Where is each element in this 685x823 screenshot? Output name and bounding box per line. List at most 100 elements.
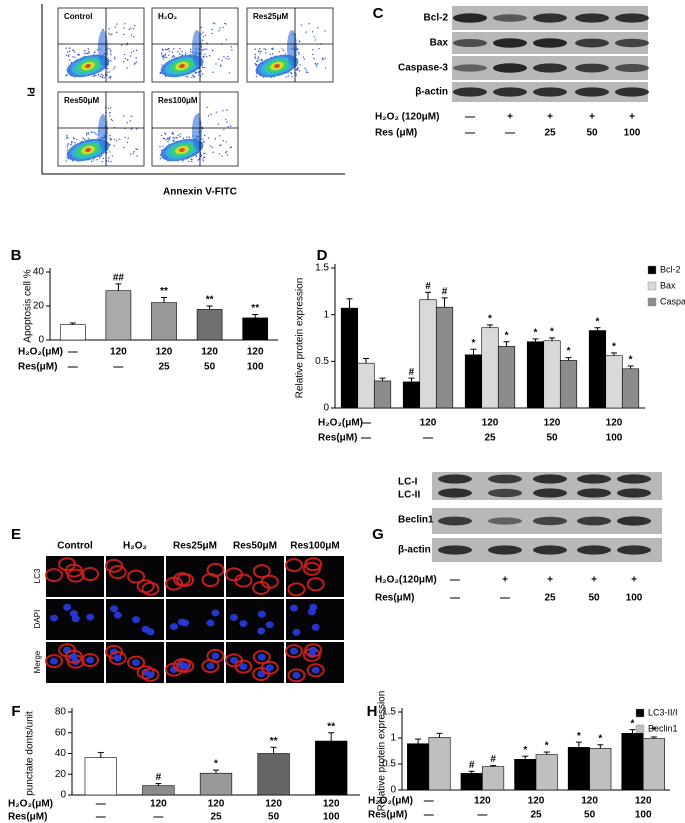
flow-dot (206, 106, 208, 108)
flow-dot (225, 23, 227, 25)
row-value: 25 (484, 433, 496, 444)
flow-dot (166, 48, 168, 51)
flow-density (179, 63, 185, 69)
cell (141, 581, 160, 596)
flow-dot (179, 133, 181, 135)
legend-label: Beclin1 (648, 723, 678, 733)
blot-band (577, 474, 611, 484)
flow-cloud (159, 106, 233, 163)
blot-band (615, 13, 649, 23)
flow-dot (313, 57, 315, 60)
flow-dot (225, 141, 227, 143)
flow-dot (212, 151, 214, 154)
flow-dot (127, 137, 129, 139)
micro-image (106, 556, 164, 597)
flow-dot (106, 67, 108, 70)
flow-dot (130, 153, 132, 156)
flow-dot (74, 56, 76, 59)
significance: ** (160, 286, 168, 297)
flow-dot (225, 151, 228, 153)
flow-dot (230, 146, 233, 148)
significance: * (534, 328, 538, 339)
blot-band (488, 488, 522, 498)
significance: * (472, 338, 476, 349)
flow-dot (69, 144, 72, 146)
nucleus (257, 653, 266, 661)
flow-dot (85, 52, 87, 54)
flow-dot (114, 56, 116, 58)
row-label: H₂O₂(μM) (18, 347, 63, 358)
flow-dot (217, 123, 220, 125)
nucleus (50, 614, 59, 622)
flow-dot (177, 51, 179, 53)
flow-dot (169, 139, 171, 141)
flow-dot (65, 135, 68, 137)
y-tick-label: 60 (55, 727, 67, 738)
flow-dot (188, 136, 191, 138)
nucleus (239, 663, 248, 671)
bar (435, 306, 454, 409)
nucleus (311, 623, 320, 631)
flow-dot (126, 141, 129, 144)
significance: # (490, 754, 496, 765)
flow-dot (201, 73, 204, 75)
flow-dot (92, 75, 94, 78)
error-bar (532, 338, 539, 342)
nucleus (181, 662, 190, 670)
cell (234, 659, 253, 674)
flow-dot (130, 115, 133, 117)
flow-dot (225, 39, 228, 41)
flow-dot (227, 126, 229, 128)
nucleus (206, 662, 215, 670)
flow-dot (67, 136, 69, 139)
row-label: Res(μM) (18, 362, 57, 373)
flow-dot (191, 76, 193, 79)
flow-dot (161, 54, 163, 56)
y-tick-label: 1.5 (382, 707, 396, 718)
flow-dot (130, 55, 132, 57)
blot-band (617, 474, 651, 484)
band-label: β-actin (415, 87, 448, 98)
significance: ** (206, 295, 214, 306)
nucleus (113, 611, 122, 619)
flow-dot (313, 36, 316, 38)
row-value: 25 (210, 812, 222, 823)
nucleus (113, 654, 122, 662)
flow-dot (298, 53, 300, 55)
nucleus (69, 610, 78, 618)
flow-dot (229, 147, 231, 149)
flow-dot (295, 74, 297, 77)
flow-dot (197, 74, 200, 76)
flow-dot (133, 150, 135, 153)
flow-dot (132, 50, 135, 52)
cell (252, 650, 271, 665)
flow-dot (115, 140, 118, 142)
flow-dot (114, 66, 116, 68)
row-value: — (361, 433, 371, 444)
blot-band (453, 64, 487, 72)
flow-dot (222, 110, 224, 112)
row-value: — (423, 433, 433, 444)
flow-dot (176, 137, 178, 139)
band-label: Bax (430, 38, 449, 49)
error-bar (441, 297, 448, 308)
row-value: 120 (581, 796, 598, 807)
bar (514, 759, 537, 791)
flow-dot (226, 109, 228, 111)
error-bar (270, 746, 277, 754)
flow-dot (98, 157, 101, 159)
flow-dot (108, 157, 110, 159)
band-label: Caspase-3 (398, 63, 448, 74)
flow-dot (116, 23, 118, 25)
y-axis-label: punctate donts/unit (25, 711, 36, 796)
flow-dot (100, 75, 102, 78)
flow-dot (66, 51, 69, 53)
flow-dot (106, 74, 108, 76)
significance: * (214, 759, 218, 770)
flow-dot (88, 50, 90, 53)
flow-dot (159, 72, 162, 74)
flow-dot (126, 67, 128, 69)
flow-dot (110, 139, 113, 141)
bar (142, 785, 175, 796)
flow-dot (124, 136, 126, 139)
